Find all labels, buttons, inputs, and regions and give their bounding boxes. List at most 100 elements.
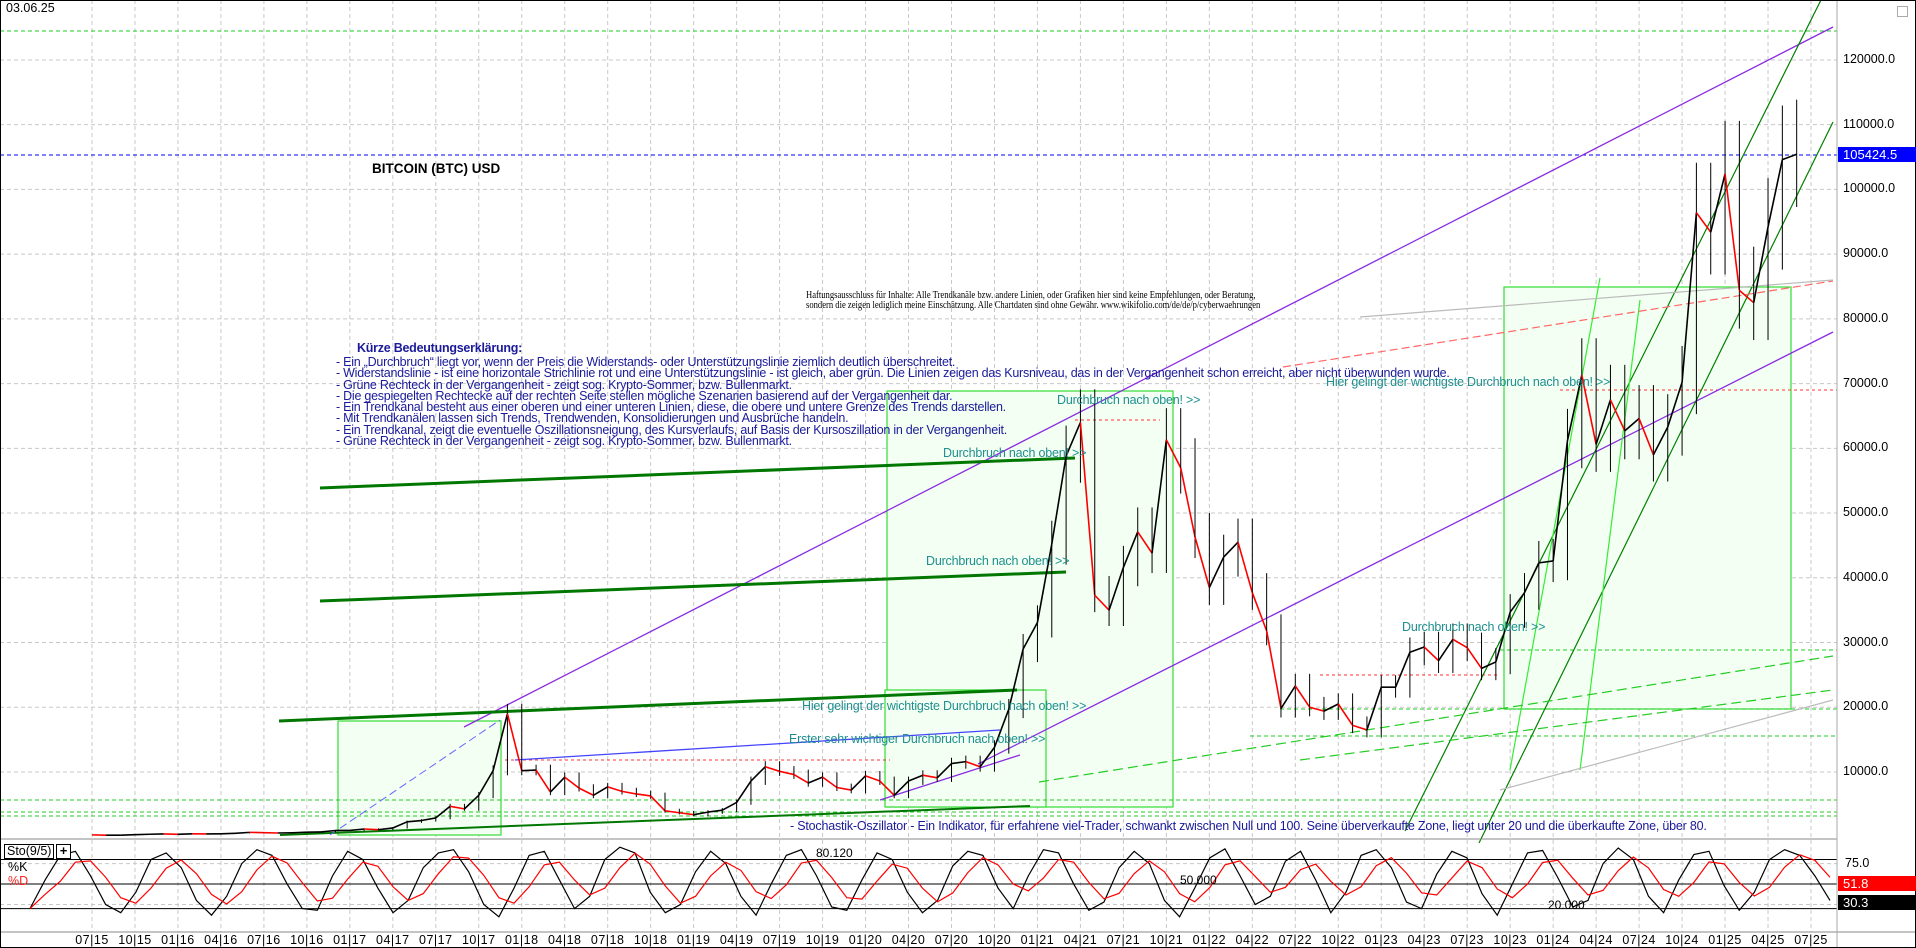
price-segment	[1666, 382, 1683, 428]
price-segment	[1179, 467, 1196, 538]
chart-date: 03.06.25	[6, 1, 55, 15]
price-segment	[1165, 439, 1182, 469]
purple-base-line	[879, 754, 1021, 801]
x-tick-label: 07|17	[419, 933, 453, 947]
purple-upper-channel	[463, 26, 1834, 728]
x-tick-label: 10|17	[461, 933, 496, 947]
x-tick-label: 10|19	[805, 933, 840, 947]
price-segment	[1738, 289, 1755, 304]
d-legend: %D	[8, 874, 29, 888]
x-tick-label: 07|22	[1278, 933, 1313, 947]
price-segment	[1423, 646, 1440, 662]
gray-trend-2	[1499, 699, 1834, 791]
x-tick-label: 04|20	[891, 933, 926, 947]
price-segment	[765, 766, 780, 773]
y-tick-label: 10000.0	[1843, 763, 1889, 778]
price-segment	[607, 786, 623, 793]
blue-2018-channel	[514, 729, 1001, 761]
x-tick-label: 10|15	[118, 933, 152, 947]
price-segment	[463, 794, 480, 810]
steep-green-lower	[1478, 121, 1834, 844]
price-segment	[521, 769, 537, 772]
price-segment	[1251, 592, 1268, 632]
price-segment	[1466, 647, 1483, 669]
price-series	[91, 99, 1798, 837]
x-tick-label: 01|19	[676, 933, 711, 947]
red-dashed-trend	[1282, 280, 1834, 368]
price-segment	[793, 773, 809, 784]
price-segment	[1108, 567, 1125, 611]
price-segment	[292, 831, 307, 834]
steep-green-upper	[1404, 0, 1822, 832]
price-segment	[1566, 375, 1583, 441]
price-segment	[1538, 560, 1554, 564]
x-tick-label: 07|18	[590, 933, 625, 947]
price-segment	[1481, 661, 1497, 670]
x-tick-label: 01|17	[333, 933, 367, 947]
level-50-label: 50.000	[1180, 873, 1217, 887]
legend-line: - Widerstandslinie - ist eine horizontal…	[336, 366, 1450, 381]
price-segment	[1309, 706, 1325, 712]
price-segment	[1437, 638, 1454, 662]
price-segment	[979, 746, 996, 768]
price-segment	[564, 776, 580, 789]
price-segment	[421, 817, 436, 822]
price-segment	[1352, 724, 1368, 731]
price-segment	[1581, 375, 1597, 445]
annotation-first-breakout: Erster sehr wichtiger Durchbruch nach ob…	[789, 732, 1046, 746]
price-segment	[578, 787, 594, 796]
x-tick-label: 01|18	[504, 933, 539, 947]
legend-line: - Grüne Rechteck in der Vergangenheit - …	[336, 434, 792, 449]
price-segment	[1237, 541, 1254, 593]
price-segment	[1509, 592, 1526, 613]
y-tick-label: 80000.0	[1843, 310, 1889, 325]
x-tick-label: 04|24	[1579, 933, 1613, 947]
price-segment	[1094, 594, 1110, 611]
x-tick-label: 10|18	[633, 933, 668, 947]
last-price-tag: 105424.5	[1838, 147, 1916, 162]
y-tick-label: 30000.0	[1843, 634, 1889, 649]
x-tick-label: 07|20	[934, 933, 969, 947]
price-segment	[993, 708, 1010, 748]
bull-rect-2017	[337, 720, 502, 836]
y-tick-label: 20000.0	[1843, 699, 1889, 714]
legend-line: - Mit Trendkanälen lassen sich Trends, T…	[336, 411, 849, 426]
price-segment	[865, 775, 881, 782]
price-segment	[1409, 646, 1425, 653]
y-tick-label: 40000.0	[1843, 569, 1889, 584]
price-segment	[1022, 622, 1039, 650]
price-segment	[650, 795, 666, 812]
price-segment	[1050, 455, 1067, 545]
price-segment	[549, 776, 566, 793]
chart-title: BITCOIN (BTC) USD	[372, 161, 501, 176]
price-segment	[1495, 611, 1511, 663]
x-tick-label: 07|25	[1794, 933, 1828, 947]
annotation-breakout: Durchbruch nach oben! >>	[926, 554, 1070, 568]
bull-rect-projection	[1503, 286, 1792, 710]
y-tick-label: 70000.0	[1843, 375, 1889, 390]
x-tick-label: 07|15	[75, 933, 109, 947]
price-segment	[1323, 703, 1339, 712]
price-segment	[1724, 173, 1741, 291]
price-segment	[1280, 685, 1296, 709]
steep-green-bright	[1509, 277, 1601, 771]
y-tick-label: 50000.0	[1843, 505, 1889, 520]
y-tick-label: 60000.0	[1843, 440, 1889, 455]
expand-plus-icon[interactable]: +	[56, 844, 71, 859]
price-segment	[822, 776, 838, 789]
price-segment	[1523, 562, 1540, 594]
price-segment	[1638, 418, 1655, 456]
bull-rect-2020	[884, 689, 1047, 808]
x-tick-label: 10|16	[290, 933, 324, 947]
purple-lower-channel	[977, 331, 1834, 765]
price-segment	[364, 828, 379, 831]
price-segment	[1122, 531, 1139, 568]
x-tick-label: 04|19	[719, 933, 754, 947]
collapse-icon[interactable]	[1897, 6, 1908, 17]
x-tick-label: 10|24	[1665, 933, 1699, 947]
price-segment	[392, 821, 408, 829]
price-segment	[1065, 422, 1082, 457]
x-tick-label: 04|21	[1063, 933, 1098, 947]
x-tick-label: 04|22	[1235, 933, 1270, 947]
